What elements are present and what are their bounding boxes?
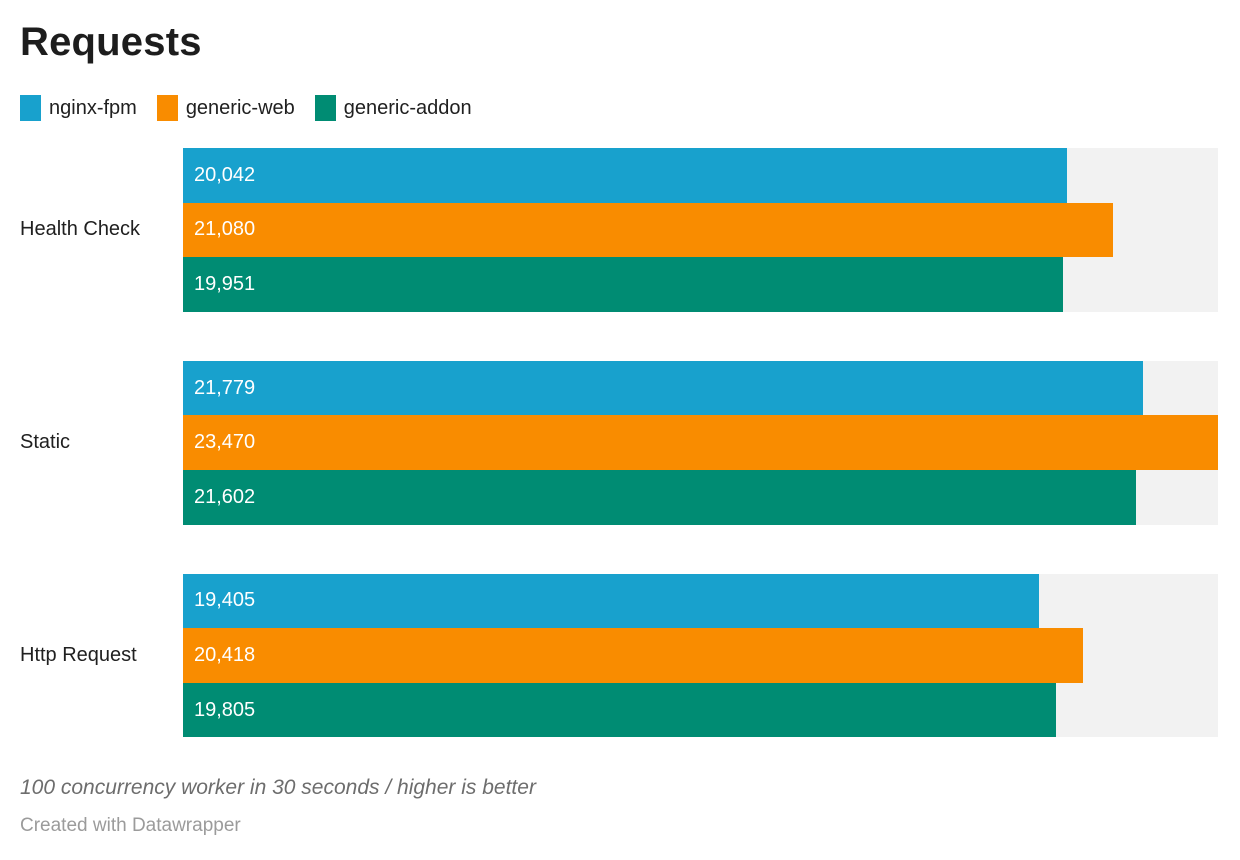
chart-title: Requests (20, 20, 202, 64)
bar-stack: 19,405 20,418 19,805 (183, 573, 1218, 738)
bar-value-label: 19,951 (194, 272, 256, 295)
bar-group-http-request: Http Request 19,405 20,418 19,805 (20, 573, 1218, 738)
bar-value-label: 21,602 (194, 485, 256, 508)
legend-label: generic-web (185, 96, 295, 119)
bar: 21,080 (183, 202, 1113, 258)
legend-swatch-icon (156, 95, 178, 121)
legend-swatch-icon (20, 95, 41, 121)
bar: 20,042 (183, 148, 1067, 203)
bar-track: 23,470 (183, 415, 1218, 470)
bar-stack: 20,042 21,080 19,951 (183, 148, 1218, 312)
legend-label: generic-addon (343, 96, 472, 119)
bar-value-label: 21,080 (194, 218, 256, 241)
bar-track: 19,805 (183, 682, 1218, 738)
bar-value-label: 20,418 (194, 643, 256, 666)
bar: 21,602 (183, 469, 1136, 525)
bar-track: 20,042 (183, 148, 1218, 203)
chart-credit: Created with Datawrapper (20, 815, 241, 836)
bar-stack: 21,779 23,470 21,602 (183, 360, 1218, 525)
chart-notes: 100 concurrency worker in 30 seconds / h… (20, 776, 536, 799)
bar: 21,779 (183, 360, 1144, 416)
bar: 23,470 (183, 415, 1218, 470)
bar-track: 20,418 (183, 628, 1218, 683)
bar: 19,805 (183, 682, 1057, 738)
category-label: Static (20, 431, 71, 454)
bar-track: 21,779 (183, 360, 1218, 416)
bar-group-static: Static 21,779 23,470 21,602 (20, 360, 1218, 525)
legend-item-generic-web: generic-web (156, 95, 295, 121)
bar-group-health-check: Health Check 20,042 21,080 19,951 (20, 148, 1218, 312)
bar-value-label: 23,470 (194, 431, 256, 454)
category-label: Http Request (20, 643, 137, 666)
legend-swatch-icon (314, 95, 336, 121)
bar: 19,951 (183, 257, 1063, 312)
legend-item-nginx-fpm: nginx-fpm (20, 95, 137, 121)
bar: 19,405 (183, 573, 1039, 629)
bar: 20,418 (183, 628, 1084, 683)
legend-item-generic-addon: generic-addon (314, 95, 472, 121)
bar-value-label: 19,405 (194, 589, 256, 612)
bar-track: 19,405 (183, 573, 1218, 629)
category-label: Health Check (20, 218, 141, 241)
bar-track: 19,951 (183, 257, 1218, 312)
bar-value-label: 19,805 (194, 698, 256, 721)
bar-track: 21,080 (183, 202, 1218, 258)
bar-track: 21,602 (183, 469, 1218, 525)
legend: nginx-fpm generic-web generic-addon (20, 95, 472, 121)
bar-value-label: 21,779 (194, 376, 256, 399)
bar-chart: Health Check 20,042 21,080 19,951 (20, 148, 1218, 738)
bar-value-label: 20,042 (194, 163, 256, 186)
legend-label: nginx-fpm (49, 96, 137, 119)
